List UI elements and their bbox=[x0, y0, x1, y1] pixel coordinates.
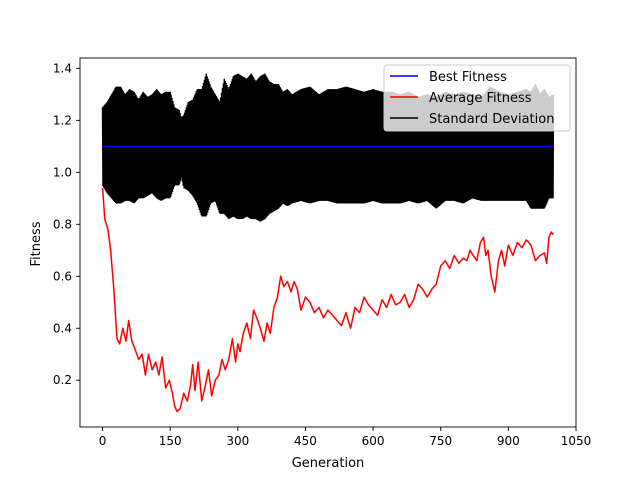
legend-box bbox=[383, 64, 571, 132]
legend-label: Standard Deviation bbox=[429, 112, 554, 127]
y-tick-label: 0.8 bbox=[53, 217, 72, 231]
y-tick-label: 1.4 bbox=[53, 61, 72, 75]
x-tick-label: 1050 bbox=[561, 434, 592, 448]
series-average-fitness-line bbox=[101, 187, 555, 413]
legend: Best Fitness Average Fitness Standard Devi… bbox=[383, 64, 571, 132]
x-tick-label: 0 bbox=[99, 434, 107, 448]
x-tick-label: 150 bbox=[159, 434, 182, 448]
x-tick-label: 600 bbox=[362, 434, 385, 448]
y-tick-label: 0.6 bbox=[53, 269, 72, 283]
legend-label: Average Fitness bbox=[429, 91, 532, 106]
y-axis-label: Fitness bbox=[29, 221, 44, 266]
x-tick-label: 450 bbox=[294, 434, 317, 448]
x-axis-label: Generation bbox=[292, 456, 365, 471]
y-tick-label: 0.2 bbox=[53, 373, 72, 387]
legend-label: Best Fitness bbox=[429, 70, 507, 85]
y-tick-label: 1.0 bbox=[53, 165, 72, 179]
plot-frame bbox=[79, 57, 577, 428]
y-tick-label: 1.2 bbox=[53, 113, 72, 127]
x-tick-label: 900 bbox=[497, 434, 520, 448]
x-tick-label: 300 bbox=[226, 434, 249, 448]
x-tick-label: 750 bbox=[429, 434, 452, 448]
y-tick-label: 0.4 bbox=[53, 321, 72, 335]
series-standard-deviation-line bbox=[101, 73, 555, 222]
